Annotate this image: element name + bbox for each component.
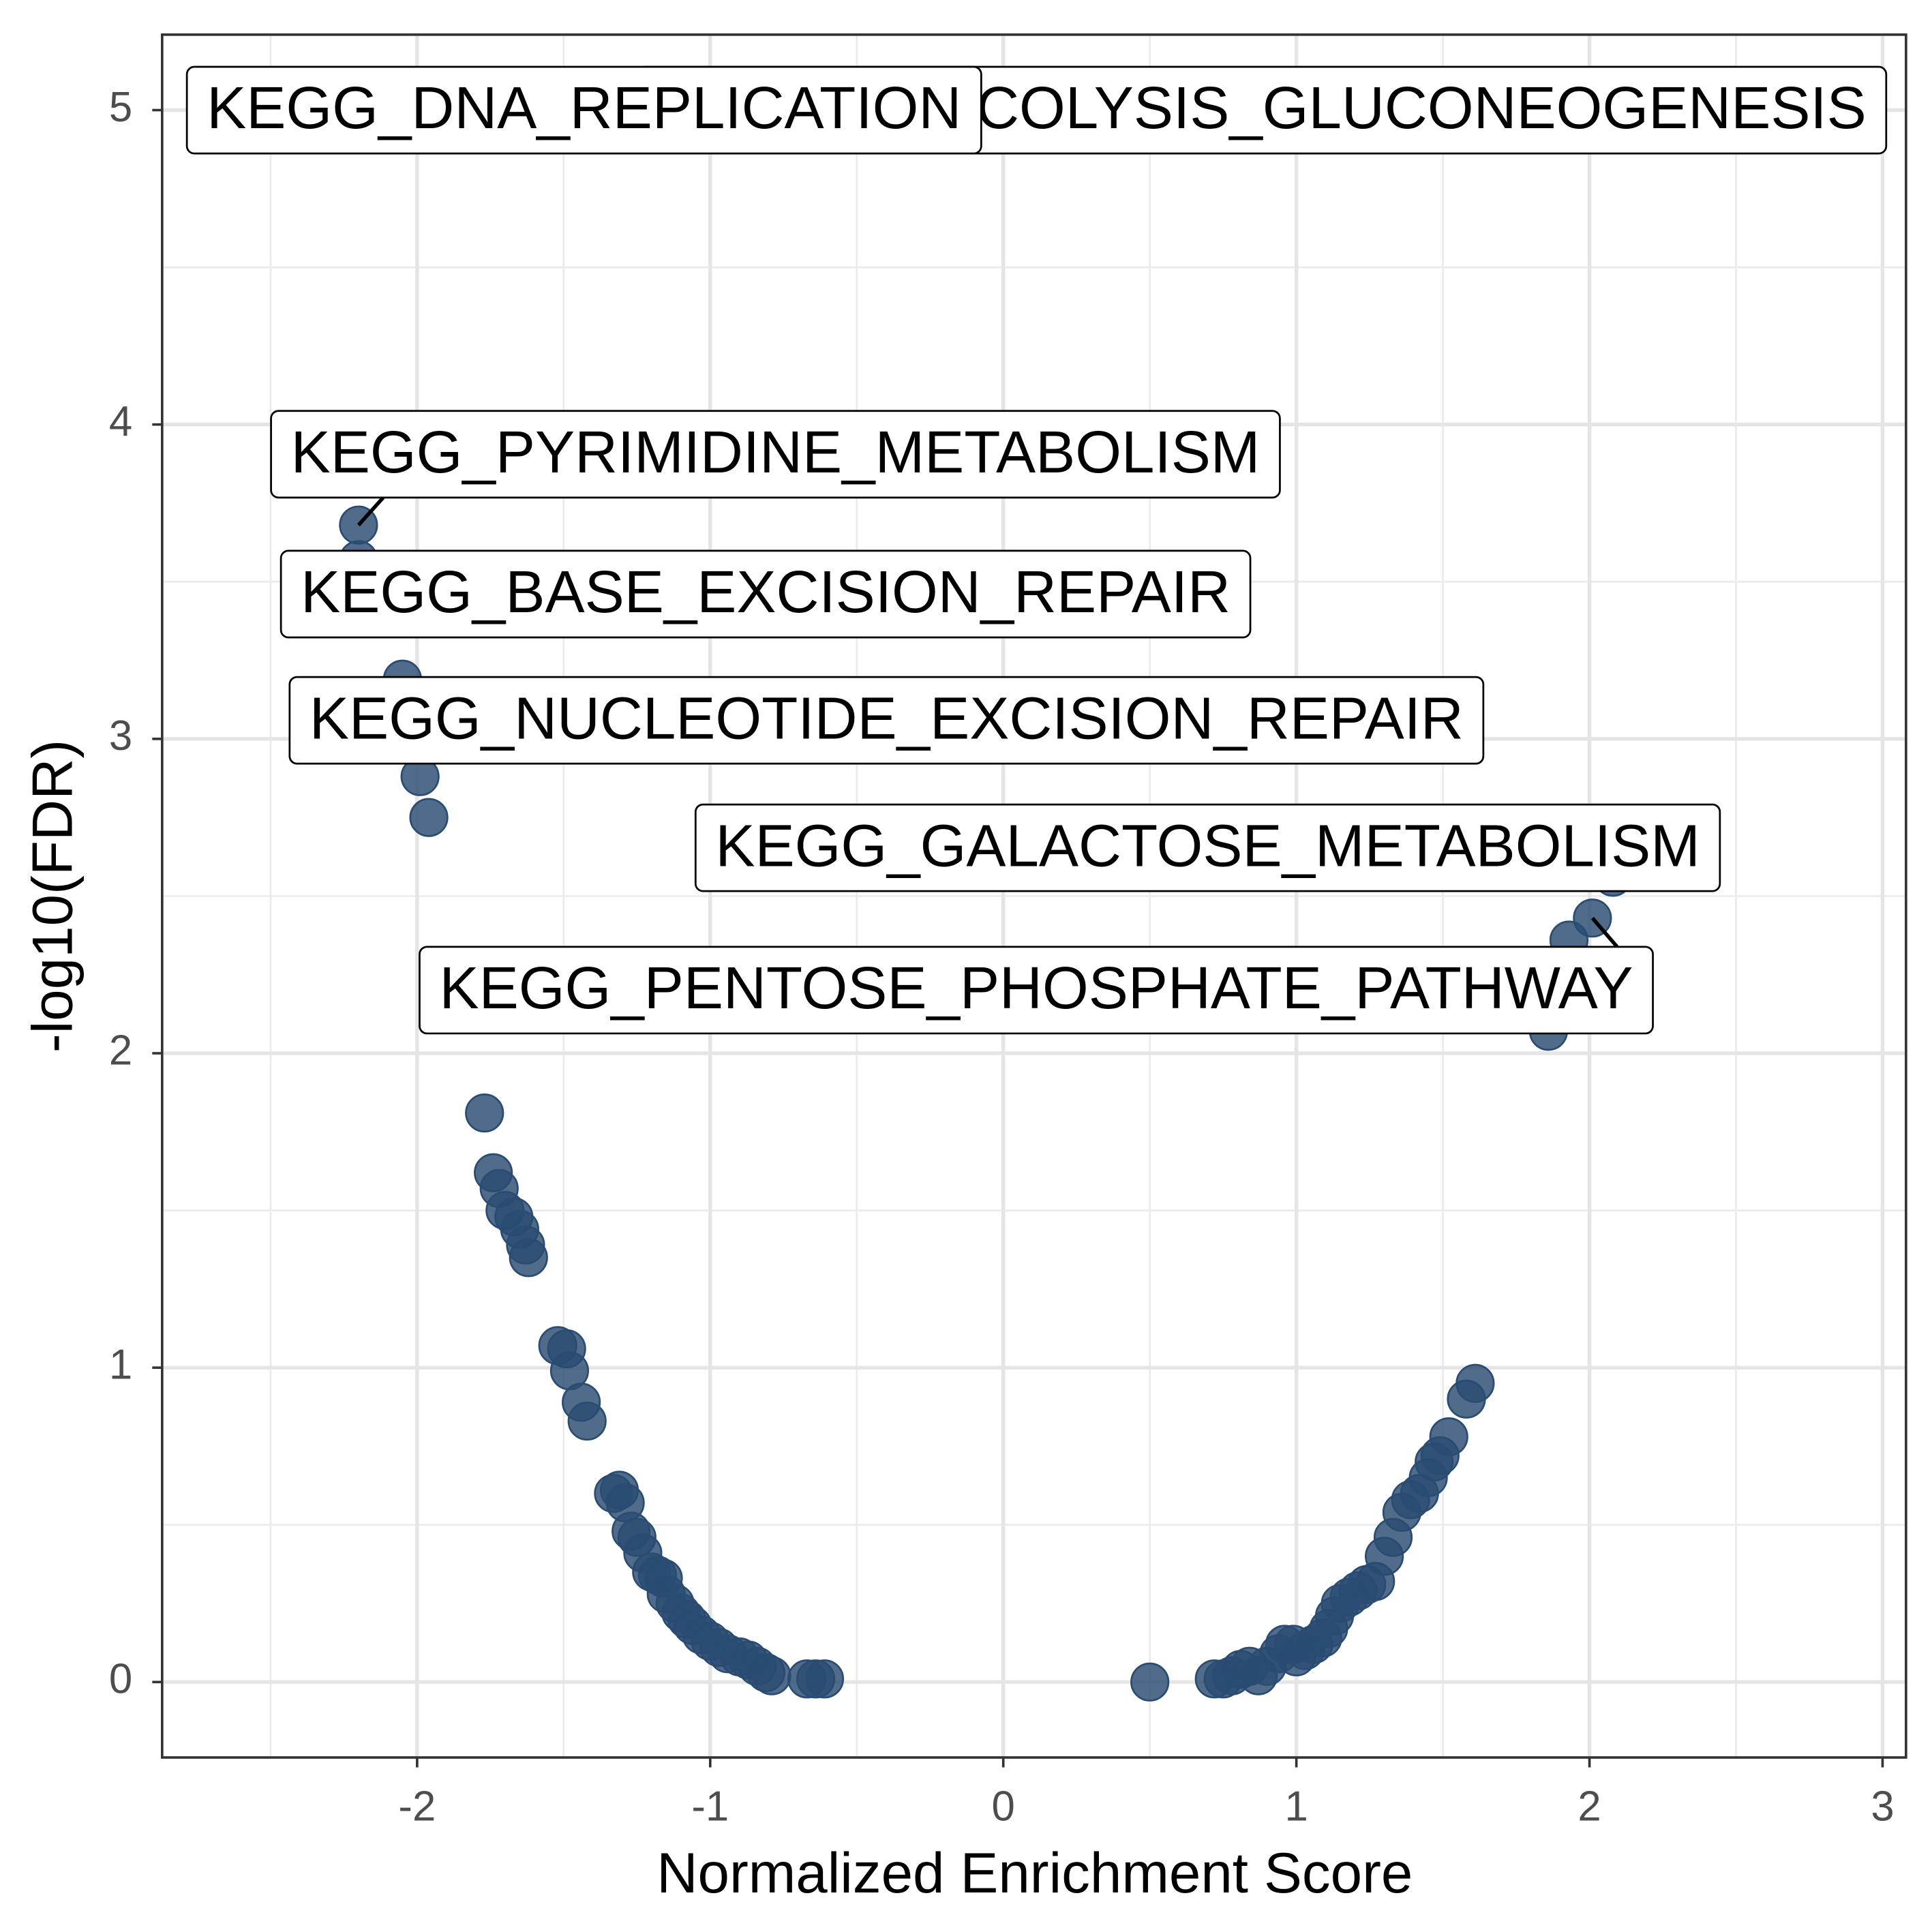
label-box: [694, 803, 1721, 892]
x-tick-label: 1: [1284, 1783, 1308, 1830]
y-tick-label: 1: [109, 1341, 132, 1388]
y-tick-label: 4: [109, 398, 132, 445]
label-box: [419, 946, 1654, 1035]
label-text: KEGG_PYRIMIDINE_METABOLISM: [291, 419, 1261, 485]
label-segment: [357, 496, 385, 527]
label-text: KEGG_PENTOSE_PHOSPHATE_PATHWAY: [440, 955, 1633, 1021]
y-tick-label: 2: [109, 1027, 132, 1074]
x-tick-label: -1: [691, 1783, 729, 1830]
label-text: KEGG_GALACTOSE_METABOLISM: [715, 813, 1700, 879]
x-tick-label: 2: [1578, 1783, 1601, 1830]
x-axis-title: Normalized Enrichment Score: [656, 1841, 1413, 1905]
point-label: KEGG_DNA_REPLICATION: [185, 65, 982, 155]
label-box: [280, 549, 1252, 639]
y-tick-label: 0: [109, 1656, 132, 1703]
point-label: KEGG_PENTOSE_PHOSPHATE_PATHWAY: [419, 916, 1654, 1035]
point: [409, 798, 449, 837]
label-text: KEGG_DNA_REPLICATION: [207, 75, 961, 141]
label-segment: [1590, 916, 1619, 948]
point: [752, 1656, 791, 1695]
point: [509, 1238, 548, 1278]
x-tick-label: 3: [1871, 1783, 1894, 1830]
y-tick-label: 5: [109, 84, 132, 131]
points: [339, 90, 1668, 1702]
y-tick-label: 3: [109, 712, 132, 759]
point: [1429, 1417, 1468, 1457]
x-tick-label: -2: [398, 1783, 436, 1830]
point-label: KEGG_GALACTOSE_METABOLISM: [694, 803, 1721, 892]
point: [1455, 1363, 1495, 1403]
point-label: KEGG_NUCLEOTIDE_EXCISION_REPAIR: [288, 676, 1485, 765]
label-box: [185, 65, 982, 155]
point: [1130, 1662, 1170, 1702]
label-box: [270, 410, 1281, 499]
panel-border: [161, 33, 1907, 1759]
x-tick-label: 0: [992, 1783, 1015, 1830]
label-box: [288, 676, 1485, 765]
point-label: KEGG_PYRIMIDINE_METABOLISM: [270, 410, 1281, 527]
point: [804, 1659, 845, 1699]
point-label: KEGG_BASE_EXCISION_REPAIR: [280, 549, 1252, 639]
point: [465, 1093, 504, 1133]
grid: [162, 34, 1906, 1758]
point: [567, 1401, 607, 1441]
y-axis-title: -log10(FDR): [20, 740, 85, 1053]
label-text: KEGG_BASE_EXCISION_REPAIR: [301, 559, 1231, 625]
label-text: KEGG_NUCLEOTIDE_EXCISION_REPAIR: [310, 685, 1464, 751]
labels: KEGG_GLYCOLYSIS_GLUCONEOGENESISKEGG_DNA_…: [185, 65, 1888, 1035]
